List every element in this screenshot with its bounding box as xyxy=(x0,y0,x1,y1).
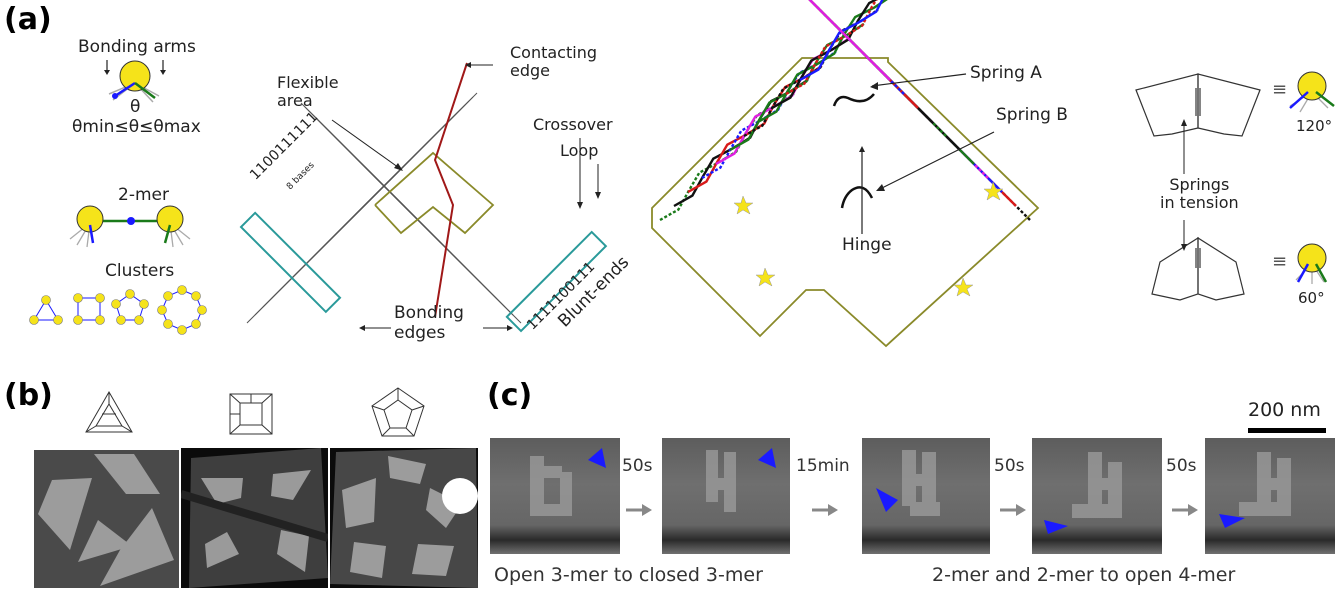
springs-tension-label: Springs in tension xyxy=(1160,175,1239,213)
arrow-right-icon xyxy=(812,504,838,516)
crossover-arrows xyxy=(577,138,601,209)
time-label-2: 15min xyxy=(796,456,850,476)
time-label-3: 50s xyxy=(994,456,1025,476)
caption-left: Open 3-mer to closed 3-mer xyxy=(494,564,763,586)
afm-image-square xyxy=(181,448,328,588)
panel-label-c: (c) xyxy=(487,378,533,413)
afm-frame-5 xyxy=(1205,438,1335,554)
afm-frame-4 xyxy=(1032,438,1162,554)
two-mer-diagram xyxy=(69,205,191,248)
crossover-label: Crossover xyxy=(533,115,613,134)
arrow-right-icon xyxy=(1000,504,1026,516)
panel-label-b: (b) xyxy=(4,378,53,413)
afm-image-triangle xyxy=(34,450,179,588)
clusters-diagram xyxy=(29,285,207,335)
loop-label: Loop xyxy=(560,141,599,160)
afm-image-pentagon xyxy=(330,448,478,588)
origami-schematic xyxy=(239,62,608,333)
bonding-edges-arrows xyxy=(359,325,513,331)
panel-label-a: (a) xyxy=(4,2,52,37)
triangle-cluster-icon xyxy=(85,390,133,433)
time-label-4: 50s xyxy=(1166,456,1197,476)
equiv-bottom: ≡ xyxy=(1272,251,1288,272)
equiv-top: ≡ xyxy=(1272,79,1288,100)
theta-label: θ xyxy=(130,97,141,117)
hinge-label: Hinge xyxy=(842,235,892,255)
angle-60-label: 60° xyxy=(1298,289,1325,307)
arrow-right-icon xyxy=(626,504,652,516)
flexible-area-label: Flexible area xyxy=(277,73,339,111)
spring-a-label: Spring A xyxy=(970,63,1042,83)
scale-label: 200 nm xyxy=(1248,399,1321,421)
contacting-edge-label: Contacting edge xyxy=(510,43,597,81)
bonding-arms-label: Bonding arms xyxy=(78,37,196,57)
square-cluster-icon xyxy=(229,393,273,435)
caption-right: 2-mer and 2-mer to open 4-mer xyxy=(932,564,1236,586)
two-mer-label: 2-mer xyxy=(118,185,169,205)
bonding-edges-label: Bonding edges xyxy=(394,303,464,343)
scale-bar xyxy=(1248,428,1326,433)
flexible-area-arrow xyxy=(331,119,403,171)
spring-tension-diagram xyxy=(1135,71,1335,301)
pentagon-cluster-icon xyxy=(371,387,425,437)
time-label-1: 50s xyxy=(622,456,653,476)
spring-b-label: Spring B xyxy=(996,105,1068,125)
theta-range-label: θmin≤θ≤θmax xyxy=(72,117,201,137)
afm-frame-3 xyxy=(862,438,990,554)
afm-frame-2 xyxy=(662,438,790,554)
angle-120-label: 120° xyxy=(1296,117,1333,135)
arrow-right-icon xyxy=(1172,504,1198,516)
clusters-label: Clusters xyxy=(105,261,175,281)
afm-frame-1 xyxy=(490,438,620,554)
particle-diagram xyxy=(104,60,166,103)
dna-origami-model xyxy=(651,0,1040,348)
